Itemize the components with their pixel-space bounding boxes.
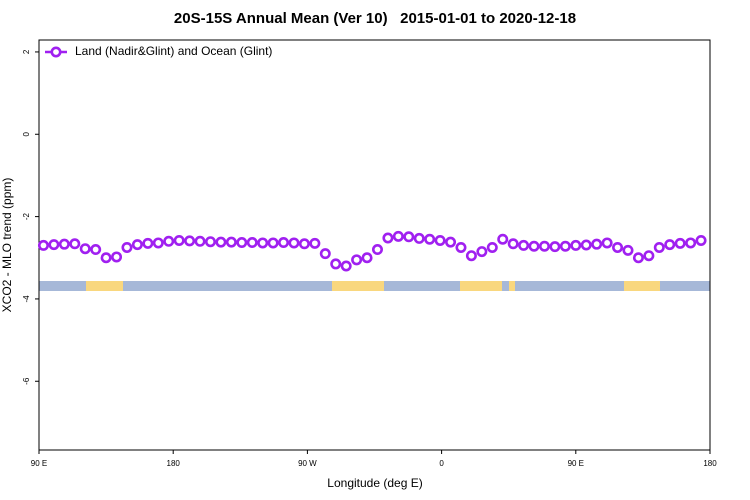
data-point xyxy=(37,239,49,251)
data-point xyxy=(455,241,467,253)
data-point xyxy=(632,252,644,264)
data-point xyxy=(319,248,331,260)
data-point xyxy=(246,237,258,249)
y-tick-label: 2 xyxy=(22,49,31,54)
legend-marker xyxy=(50,46,62,58)
data-point xyxy=(163,235,175,247)
data-point xyxy=(580,239,592,251)
data-point xyxy=(643,250,655,262)
data-point xyxy=(424,233,436,245)
land-strip xyxy=(624,281,660,291)
data-point xyxy=(559,240,571,252)
data-point xyxy=(90,244,102,256)
data-point xyxy=(371,244,383,256)
data-point xyxy=(653,241,665,253)
data-point xyxy=(465,250,477,262)
x-tick-label: 90 E xyxy=(568,459,584,468)
data-point xyxy=(131,239,143,251)
legend-label: Land (Nadir&Glint) and Ocean (Glint) xyxy=(75,44,272,58)
x-axis-label: Longitude (deg E) xyxy=(327,476,422,490)
data-point xyxy=(351,254,363,266)
data-point xyxy=(142,237,154,249)
data-point xyxy=(486,241,498,253)
data-point xyxy=(538,240,550,252)
data-point xyxy=(612,241,624,253)
data-point xyxy=(298,238,310,250)
data-point xyxy=(48,239,60,251)
data-point xyxy=(528,240,540,252)
data-point xyxy=(194,235,206,247)
data-point xyxy=(622,244,634,256)
data-point xyxy=(236,237,248,249)
data-point xyxy=(330,258,342,270)
data-point xyxy=(413,232,425,244)
data-point xyxy=(361,252,373,264)
data-point xyxy=(518,239,530,251)
data-point xyxy=(570,239,582,251)
data-point xyxy=(204,236,216,248)
land-strip xyxy=(509,281,515,291)
data-point xyxy=(685,237,697,249)
x-tick-label: 90 E xyxy=(31,459,47,468)
x-tick-label: 180 xyxy=(703,459,717,468)
y-tick-label: 0 xyxy=(22,131,31,136)
data-point xyxy=(215,236,227,248)
data-point xyxy=(173,234,185,246)
data-point xyxy=(507,238,519,250)
data-point xyxy=(382,232,394,244)
x-tick-label: 90 W xyxy=(298,459,317,468)
data-point xyxy=(225,236,237,248)
data-point xyxy=(184,235,196,247)
data-point xyxy=(152,237,164,249)
data-point xyxy=(267,237,279,249)
y-tick-label: -2 xyxy=(22,212,31,220)
data-point xyxy=(434,234,446,246)
land-strip xyxy=(460,281,502,291)
data-point xyxy=(445,236,457,248)
y-axis-label: XCO2 - MLO trend (ppm) xyxy=(0,178,14,313)
data-point xyxy=(476,246,488,258)
data-point xyxy=(278,237,290,249)
data-point xyxy=(392,230,404,242)
x-tick-label: 180 xyxy=(167,459,181,468)
data-point xyxy=(100,252,112,264)
x-tick-label: 0 xyxy=(439,459,444,468)
data-point xyxy=(58,238,70,250)
data-point xyxy=(674,237,686,249)
data-point xyxy=(288,237,300,249)
data-point xyxy=(403,231,415,243)
y-tick-label: -6 xyxy=(22,377,31,385)
data-point xyxy=(497,233,509,245)
data-point xyxy=(591,238,603,250)
data-point xyxy=(79,243,91,255)
data-point xyxy=(69,238,81,250)
land-strip xyxy=(332,281,384,291)
data-point xyxy=(601,237,613,249)
data-point xyxy=(121,241,133,253)
data-point xyxy=(309,237,321,249)
data-point xyxy=(340,260,352,272)
chart-title: 20S-15S Annual Mean (Ver 10) 2015-01-01 … xyxy=(174,10,576,27)
data-point xyxy=(257,237,269,249)
land-strip xyxy=(86,281,123,291)
data-point xyxy=(549,241,561,253)
data-point xyxy=(664,239,676,251)
data-point xyxy=(695,234,707,246)
y-tick-label: -4 xyxy=(22,295,31,303)
data-point xyxy=(111,251,123,263)
surface-strip xyxy=(39,281,710,291)
